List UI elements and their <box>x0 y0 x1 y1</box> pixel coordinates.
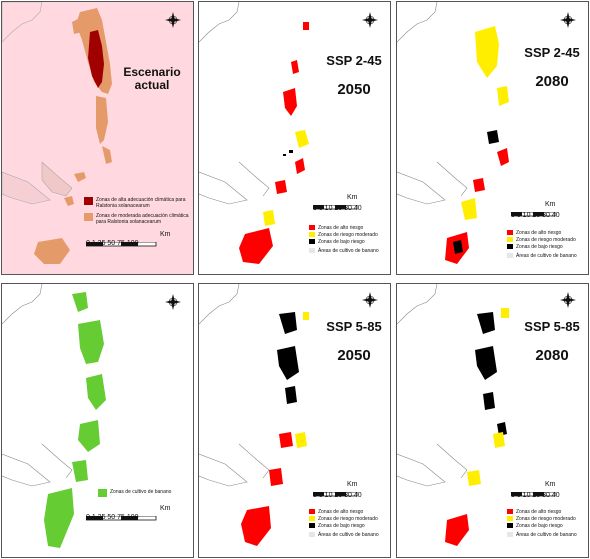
legend-swatch <box>309 248 315 253</box>
legend-swatch <box>507 509 513 514</box>
legend-item-risk-moderate: Zonas de riesgo moderado <box>309 516 378 522</box>
legend-item-risk-high: Zonas de alto riesgo <box>507 509 561 515</box>
scale-bar <box>510 484 571 497</box>
north-arrow-icon <box>165 294 181 310</box>
legend-swatch <box>98 489 107 497</box>
high-suitability-zones <box>88 30 104 88</box>
scale-unit: Km <box>160 231 171 238</box>
legend-item-risk-high: Zonas de alto riesgo <box>507 230 561 236</box>
scale-bar <box>85 234 176 247</box>
legend-swatch <box>507 532 513 537</box>
legend-item-moderate: Zonas de moderada adecuación climática p… <box>84 213 192 225</box>
scale-bar <box>312 484 373 497</box>
banana-map-graphic <box>2 284 106 548</box>
legend-item-risk-low: Zonas de bajo riesgo <box>507 523 563 529</box>
scale-bar <box>312 197 373 210</box>
legend-item-risk-moderate: Zonas de riesgo moderado <box>507 516 576 522</box>
legend-swatch <box>507 253 513 258</box>
legend-item-banana: Zonas de cultivo de banano <box>98 489 171 497</box>
panel-year: 2050 <box>337 81 371 98</box>
scale-ticks: 0 5 10 20 30 40 <box>313 492 362 499</box>
legend-swatch <box>507 244 513 249</box>
legend-swatch-moderate <box>84 213 93 221</box>
scale-ticks: 0 1 25 50 75 100 <box>86 240 139 247</box>
north-arrow-icon <box>560 12 576 28</box>
ssp245-2050-map-graphic <box>199 2 309 264</box>
map-panel-banana: Zonas de cultivo de banano Km 0 1 25 50 … <box>1 283 194 558</box>
panel-title: SSP 2-45 <box>326 53 382 68</box>
legend-swatch <box>309 509 315 514</box>
legend-item-risk-moderate: Zonas de riesgo moderado <box>309 232 378 238</box>
ssp585-2050-map-graphic <box>199 284 309 546</box>
legend-swatch <box>507 523 513 528</box>
scale-unit: Km <box>545 201 556 208</box>
north-arrow-icon <box>362 12 378 28</box>
scale-unit: Km <box>545 481 556 488</box>
map-panel-ssp585-2050: SSP 5-85 2050 Km 0 5 10 20 30 40 Zonas d… <box>198 283 391 558</box>
legend-item-banana: Áreas de cultivo de banano <box>507 253 577 259</box>
map-panel-ssp585-2080: SSP 5-85 2080 Km 0 5 10 20 30 40 Zonas d… <box>396 283 589 558</box>
scale-ticks: 0 5 10 20 30 40 <box>511 492 560 499</box>
legend-swatch <box>507 230 513 235</box>
legend-swatch <box>507 516 513 521</box>
ssp245-2080-map-graphic <box>397 2 509 264</box>
actual-map-graphic <box>2 2 112 264</box>
legend-swatch <box>309 239 315 244</box>
risk-low-zones <box>453 130 499 254</box>
legend-swatch <box>309 232 315 237</box>
scale-ticks: 0 5 10 20 30 40 <box>313 205 362 212</box>
legend-item-banana: Áreas de cultivo de banano <box>507 532 577 538</box>
map-panel-ssp245-2050: SSP 2-45 2050 Km 0 5 10 20 30 40 Zonas d… <box>198 1 391 275</box>
panel-title: SSP 5-85 <box>524 319 580 334</box>
map-panel-ssp245-2080: SSP 2-45 2080 Km 0 5 10 20 30 40 Zonas d… <box>396 1 589 275</box>
risk-low-zones <box>277 312 299 404</box>
legend-swatch <box>309 532 315 537</box>
scale-unit: Km <box>160 505 171 512</box>
north-arrow-icon <box>362 292 378 308</box>
risk-high-zones <box>241 432 293 546</box>
panel-title: Escenario actual <box>123 65 181 93</box>
risk-low-zones <box>283 150 293 156</box>
ssp585-2080-map-graphic <box>397 284 509 546</box>
legend-item-risk-low: Zonas de bajo riesgo <box>309 239 365 245</box>
legend-swatch <box>309 516 315 521</box>
legend-item-risk-low: Zonas de bajo riesgo <box>507 244 563 250</box>
scale-ticks: 0 1 25 50 75 100 <box>86 514 139 521</box>
panel-year: 2050 <box>337 347 371 364</box>
panel-title: SSP 5-85 <box>326 319 382 334</box>
legend-swatch <box>507 237 513 242</box>
map-panel-actual: Escenario actual Zonas de alta adecuació… <box>1 1 194 275</box>
legend-item-risk-low: Zonas de bajo riesgo <box>309 523 365 529</box>
risk-moderate-zones <box>467 308 509 486</box>
north-arrow-icon <box>560 292 576 308</box>
risk-moderate-zones <box>295 312 309 448</box>
scale-unit: Km <box>347 194 358 201</box>
panel-year: 2080 <box>535 347 569 364</box>
legend-swatch <box>309 225 315 230</box>
legend-swatch-high <box>84 197 93 205</box>
scale-bar <box>85 508 176 521</box>
legend-swatch <box>309 523 315 528</box>
legend-item-high: Zonas de alta adecuación climática para … <box>84 197 192 209</box>
scale-unit: Km <box>347 481 358 488</box>
panel-title: SSP 2-45 <box>524 45 580 60</box>
risk-high-zones <box>445 514 469 546</box>
banana-cultivation-zones <box>44 292 106 548</box>
risk-moderate-zones <box>461 26 509 220</box>
risk-moderate-zones <box>263 130 309 226</box>
legend-item-risk-high: Zonas de alto riesgo <box>309 509 363 515</box>
legend-item-banana: Áreas de cultivo de banano <box>309 248 379 254</box>
legend-item-banana: Áreas de cultivo de banano <box>309 532 379 538</box>
north-arrow-icon <box>165 12 181 28</box>
scale-bar <box>510 204 571 217</box>
risk-high-zones <box>239 22 309 264</box>
risk-low-zones <box>475 312 507 436</box>
legend-item-risk-moderate: Zonas de riesgo moderado <box>507 237 576 243</box>
legend-item-risk-high: Zonas de alto riesgo <box>309 225 363 231</box>
panel-year: 2080 <box>535 73 569 90</box>
scale-ticks: 0 5 10 20 30 40 <box>511 212 560 219</box>
